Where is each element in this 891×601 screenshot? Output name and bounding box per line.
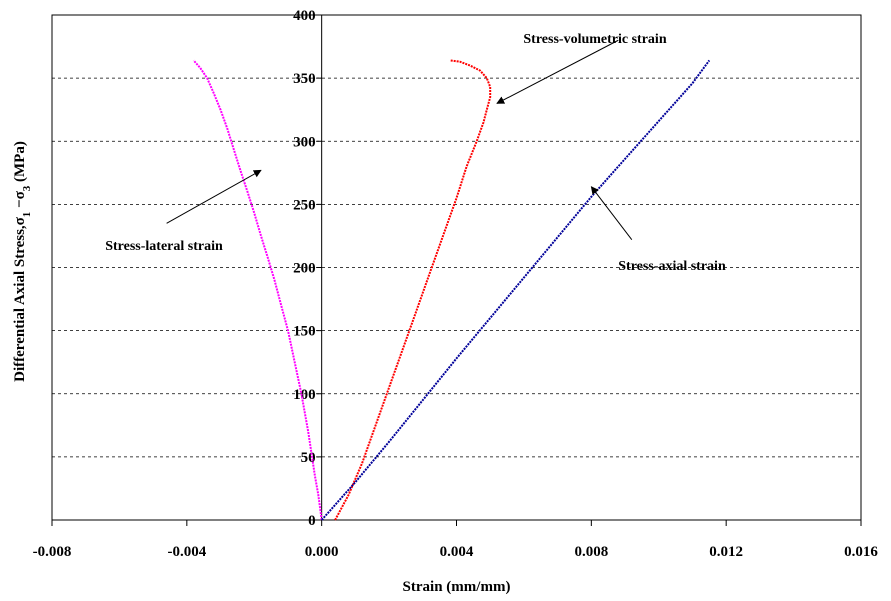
- lateral-strain-series: [192, 59, 323, 521]
- annotations: Stress-volumetric strain Stress-lateral s…: [105, 32, 726, 274]
- y-axis-title-mid: −σ: [12, 190, 28, 211]
- x-tick-label-3: 0.004: [440, 544, 474, 560]
- data-series: [192, 59, 711, 521]
- volumetric-arrow: [496, 39, 619, 104]
- y-axis-title-sub1: 1: [21, 212, 33, 218]
- y-tick-label-3: 150: [293, 324, 316, 340]
- x-tick-label-0: -0.008: [33, 544, 72, 560]
- volumetric-label: Stress-volumetric strain: [523, 32, 666, 47]
- x-tick-label-4: 0.008: [574, 544, 608, 560]
- gridlines: [52, 77, 861, 458]
- x-tick-label-2: 0.000: [305, 544, 339, 560]
- y-tick-label-7: 350: [293, 71, 316, 87]
- y-axis-title-sub2: 3: [21, 185, 33, 191]
- axial-arrow: [590, 186, 633, 241]
- x-tick-label-5: 0.012: [709, 544, 743, 560]
- y-axis-title-unit: (MPa): [12, 141, 28, 186]
- y-tick-label-4: 200: [293, 261, 316, 277]
- x-axis-ticks: -0.008 -0.004 0.000 0.004 0.008 0.012 0.016: [33, 520, 878, 560]
- y-tick-label-2: 100: [293, 387, 316, 403]
- y-tick-label-0: 0: [308, 513, 316, 529]
- x-tick-label-6: 0.016: [844, 544, 878, 560]
- axial-label: Stress-axial strain: [618, 259, 726, 274]
- y-tick-label-8: 400: [293, 8, 316, 24]
- lateral-arrow: [166, 169, 262, 224]
- lateral-label: Stress-lateral strain: [105, 239, 223, 254]
- axial-strain-series: [320, 59, 711, 521]
- y-tick-label-6: 300: [293, 134, 316, 150]
- y-axis-title-main: Differential Axial Stress,σ: [12, 216, 28, 382]
- volumetric-strain-series: [334, 59, 492, 521]
- x-axis-title: Strain (mm/mm): [403, 579, 511, 595]
- y-axis-title: Differential Axial Stress,σ1 −σ3 (MPa): [12, 141, 33, 382]
- y-tick-label-5: 250: [293, 197, 316, 213]
- x-tick-label-1: -0.004: [167, 544, 206, 560]
